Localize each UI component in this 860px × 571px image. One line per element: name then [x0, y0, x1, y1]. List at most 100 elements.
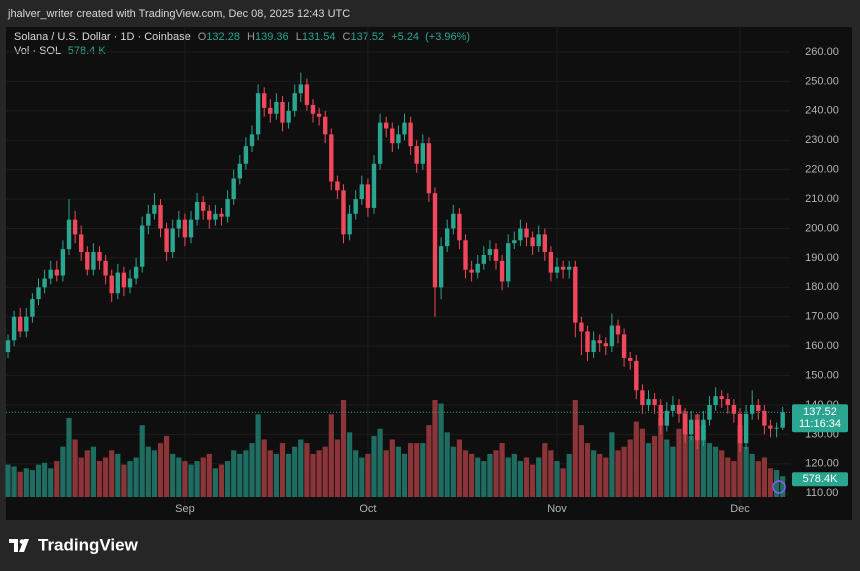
- candle-body: [506, 243, 511, 282]
- candle-body: [628, 357, 633, 361]
- readout-label: L: [296, 31, 302, 43]
- candle-body: [554, 266, 560, 273]
- candle-body: [274, 102, 279, 114]
- candle-body: [579, 322, 584, 332]
- candle-body: [335, 181, 340, 191]
- volume-bar: [664, 439, 670, 497]
- readout-label: C: [343, 31, 351, 43]
- volume-bar: [597, 453, 603, 497]
- candle-body: [121, 272, 127, 288]
- candle-body: [109, 275, 114, 294]
- candle-body: [670, 404, 676, 411]
- candle-body: [60, 249, 66, 276]
- candle-body: [548, 252, 554, 273]
- candle-body: [11, 316, 17, 341]
- volume-bar: [334, 439, 340, 497]
- candle-body: [402, 122, 407, 135]
- volume-bar: [591, 450, 597, 497]
- volume-bar: [566, 453, 572, 497]
- y-tick-label: 190.00: [805, 252, 839, 264]
- candle-body: [719, 396, 724, 400]
- volume-bar: [194, 461, 200, 497]
- candle-body: [24, 316, 29, 332]
- candle-body: [194, 202, 200, 220]
- volume-bar: [487, 453, 493, 497]
- volume-bar: [493, 450, 499, 497]
- candle-body: [225, 199, 230, 217]
- volume-bar: [371, 435, 377, 497]
- candle-body: [5, 340, 11, 353]
- volume-bar: [200, 457, 206, 497]
- y-tick-label: 180.00: [805, 281, 839, 293]
- y-tick-label: 240.00: [805, 105, 839, 117]
- volume-bar: [115, 453, 121, 497]
- volume-bar: [298, 439, 304, 497]
- volume-bar: [572, 400, 578, 497]
- candle-body: [573, 266, 578, 323]
- candle-body: [646, 399, 651, 405]
- candle-body: [518, 228, 523, 241]
- volume-bar: [621, 446, 627, 497]
- volume-bar: [17, 471, 23, 497]
- volume-bar: [90, 446, 96, 497]
- volume-bar: [578, 425, 584, 497]
- volume-label: Vol · SOL: [14, 45, 61, 57]
- volume-bar: [206, 453, 212, 497]
- volume-bar: [66, 417, 72, 497]
- candle-body: [237, 163, 242, 179]
- volume-bar: [109, 450, 115, 497]
- candle-body: [347, 213, 352, 235]
- candle-body: [292, 93, 297, 111]
- volume-bar: [267, 450, 273, 497]
- candle-body: [268, 107, 273, 114]
- volume-bar: [523, 457, 530, 497]
- candle-body: [432, 193, 438, 288]
- candle-body: [707, 404, 712, 420]
- candle-body: [79, 234, 84, 253]
- volume-bar: [774, 470, 780, 497]
- candle-body: [664, 410, 669, 426]
- candle-body: [762, 410, 767, 426]
- candle-body: [621, 334, 627, 358]
- candle-body: [353, 199, 358, 214]
- volume-bar: [627, 439, 633, 497]
- candle-body: [695, 419, 700, 441]
- candle-body: [493, 249, 499, 261]
- candle-body: [609, 325, 615, 347]
- candle-body: [85, 252, 90, 270]
- candle-body: [72, 219, 78, 235]
- x-tick-label: Oct: [359, 503, 376, 515]
- volume-bar: [475, 457, 481, 497]
- candle-body: [536, 234, 541, 247]
- candle-body: [323, 116, 328, 135]
- candles: [5, 72, 785, 453]
- candle-body: [737, 413, 743, 444]
- header-credit: jhalver_writer created with TradingView.…: [7, 8, 350, 20]
- y-tick-label: 220.00: [805, 164, 839, 176]
- volume-bar: [761, 457, 767, 497]
- volume-bar: [694, 414, 700, 497]
- volume-bar: [584, 443, 591, 497]
- candle-body: [414, 146, 419, 164]
- volume-bar: [72, 439, 78, 497]
- volume-bar: [151, 450, 157, 497]
- volume-bar: [755, 461, 761, 497]
- candle-body: [567, 266, 572, 270]
- candle-body: [152, 204, 157, 214]
- candle-body: [475, 263, 480, 273]
- readout-value: 139.36: [255, 31, 289, 43]
- candle-body: [426, 143, 432, 194]
- volume-bar: [670, 446, 676, 497]
- candle-body: [188, 219, 194, 238]
- candle-body: [18, 316, 23, 332]
- candle-body: [365, 184, 371, 208]
- candle-body: [91, 252, 96, 270]
- candle-body: [701, 419, 706, 441]
- volume-bar: [462, 450, 469, 497]
- y-tick-label: 170.00: [805, 311, 839, 323]
- candle-body: [310, 104, 316, 114]
- volume-bar: [292, 446, 298, 497]
- candle-body: [384, 122, 389, 129]
- volume-bar: [383, 450, 389, 497]
